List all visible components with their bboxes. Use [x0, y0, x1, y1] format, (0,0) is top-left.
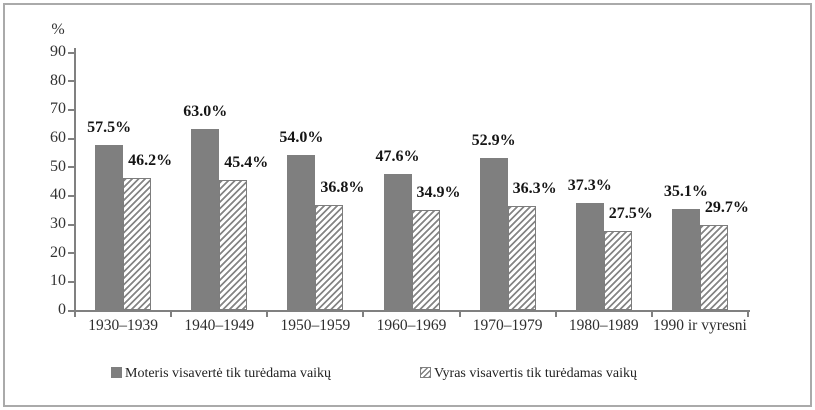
x-axis-tick [458, 312, 461, 317]
legend-swatch-hatched [420, 367, 431, 378]
x-axis-category-label: 1990 ir vyresni [652, 317, 747, 334]
bar-vyras [123, 177, 152, 310]
legend-item-moteris: Moteris visavertė tik turėdama vaikų [111, 366, 331, 382]
x-axis-category-label: 1980–1989 [568, 317, 639, 334]
y-axis-tick [68, 252, 74, 255]
y-axis-tick-label: 50 [50, 157, 66, 175]
bar-moteris [479, 158, 508, 310]
legend-label: Moteris visavertė tik turėdama vaikų [125, 366, 332, 381]
x-axis-tick [266, 312, 269, 317]
bar-moteris [671, 209, 700, 310]
bar-vyras [315, 204, 344, 310]
bar-moteris [575, 203, 604, 310]
y-axis-tick [68, 137, 74, 140]
x-axis-tick [170, 312, 173, 317]
x-axis-tick [554, 312, 557, 317]
x-axis-category-label: 1950–1959 [280, 317, 351, 334]
y-axis-tick-label: 0 [58, 301, 66, 318]
legend-swatch-solid [111, 367, 122, 378]
bar-moteris [287, 155, 316, 310]
y-axis-tick [68, 223, 74, 226]
y-axis-tick-label: 10 [50, 272, 66, 290]
x-axis-category-label: 1930–1939 [88, 317, 158, 334]
bar-value-label: 27.5% [608, 205, 653, 223]
bar-value-label: 46.2% [128, 151, 173, 169]
x-axis-category-label: 1960–1969 [376, 317, 447, 334]
bar-value-label: 57.5% [87, 119, 132, 137]
legend-label: Vyras visavertis tik turėdamas vaikų [434, 366, 637, 381]
bar-vyras [219, 179, 248, 310]
bar-vyras [507, 205, 536, 310]
x-axis-tick [74, 312, 76, 317]
bar-value-label: 47.6% [375, 147, 420, 165]
y-axis-tick [68, 80, 74, 83]
x-axis-category-label: 1970–1979 [472, 317, 543, 334]
bar-value-label: 52.9% [471, 132, 516, 150]
bar-value-label: 37.3% [567, 177, 612, 195]
y-axis-tick [68, 108, 74, 111]
y-axis-tick [68, 51, 74, 54]
bar-value-label: 34.9% [416, 183, 461, 201]
y-axis-tick [68, 309, 74, 312]
bar-value-label: 54.0% [279, 129, 324, 147]
y-axis-tick-label: 30 [50, 215, 66, 232]
x-axis-line [74, 310, 750, 312]
bar-value-label: 63.0% [183, 103, 228, 121]
y-axis-tick-label: 60 [50, 129, 66, 146]
x-axis-category-label: 1940–1949 [184, 317, 255, 334]
y-axis-tick-label: 80 [50, 71, 66, 89]
bar-value-label: 45.4% [224, 153, 269, 171]
bar-vyras [699, 224, 728, 310]
bar-value-label: 35.1% [663, 183, 708, 201]
legend-item-vyras: Vyras visavertis tik turėdamas vaikų [420, 366, 637, 382]
y-axis-unit-label: % [51, 21, 65, 38]
x-axis-tick [747, 312, 749, 317]
x-axis-tick [650, 312, 653, 317]
bar-moteris [191, 129, 220, 310]
bar-value-label: 36.8% [320, 178, 365, 196]
x-axis-tick [362, 312, 365, 317]
bar-value-label: 36.3% [512, 179, 557, 197]
y-axis-tick [68, 194, 74, 197]
bar-vyras [411, 209, 440, 310]
y-axis-tick [68, 280, 74, 283]
y-axis-tick-label: 70 [50, 100, 66, 118]
y-axis-tick-label: 40 [50, 186, 66, 204]
bar-moteris [383, 173, 412, 310]
y-axis-tick [68, 166, 74, 169]
bar-moteris [95, 145, 124, 310]
y-axis-tick-label: 90 [50, 43, 66, 60]
bar-vyras [603, 231, 632, 310]
bar-value-label: 29.7% [704, 198, 749, 216]
y-axis-tick-label: 20 [50, 243, 66, 261]
y-axis-line [74, 48, 76, 312]
